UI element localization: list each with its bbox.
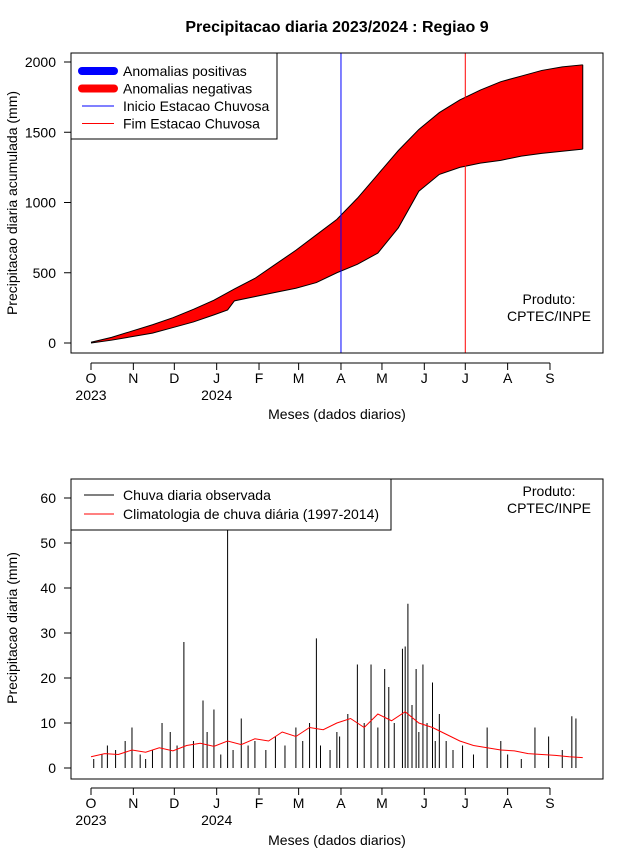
x-tick-label: F <box>255 795 264 811</box>
y-tick-label: 1500 <box>25 124 56 140</box>
cumulative-legend: Anomalias positivas Anomalias negativasIn… <box>70 52 278 140</box>
daily-y-axis: 0 10 20 30 40 50 60 <box>40 490 72 776</box>
y-tick-label: 60 <box>40 490 56 506</box>
x-tick-label: J <box>421 370 428 386</box>
climatology-daily-line <box>90 711 583 759</box>
year-label: 2023 <box>75 387 106 403</box>
daily-plot-area <box>90 529 583 768</box>
x-tick-label: M <box>376 370 388 386</box>
cumulative-y-axis: 0 500 1000 1500 2000 <box>25 54 72 351</box>
cumulative-x-axis-label: Meses (dados diarios) <box>268 406 406 422</box>
cumulative-plot-area <box>90 53 584 353</box>
y-tick-label: 30 <box>40 625 56 641</box>
x-tick-label: J <box>213 370 220 386</box>
climatology-cumulative-line <box>90 64 583 343</box>
legend-box <box>70 478 392 531</box>
cumulative-x-axis: O N D J F M A M J J A S 2023 2024 <box>75 362 555 403</box>
x-tick-label: D <box>169 370 179 386</box>
x-tick-label: J <box>421 795 428 811</box>
x-tick-label: A <box>336 795 346 811</box>
chart-title: Precipitacao diaria 2023/2024 : Regiao 9 <box>185 19 488 36</box>
year-label: 2024 <box>201 812 232 828</box>
x-tick-label: M <box>293 795 305 811</box>
legend-label: Anomalias negativas <box>123 81 252 97</box>
y-tick-label: 50 <box>40 535 56 551</box>
x-tick-label: N <box>128 370 138 386</box>
year-label: 2024 <box>201 387 232 403</box>
product-label-line2: CPTEC/INPE <box>507 500 591 516</box>
daily-chart: 0 10 20 30 40 50 60 O N D J F M A M J J A S 2023 2024 Preci… <box>4 478 604 848</box>
x-tick-label: F <box>255 370 264 386</box>
y-tick-label: 1000 <box>25 195 56 211</box>
y-tick-label: 500 <box>33 265 57 281</box>
legend-label: Climatologia de chuva diária (1997-2014) <box>123 506 379 522</box>
daily-legend: Chuva diaria observada Climatologia de ch… <box>70 478 392 531</box>
y-tick-label: 20 <box>40 670 56 686</box>
x-tick-label: O <box>86 795 97 811</box>
x-tick-label: A <box>336 370 346 386</box>
product-label-line2: CPTEC/INPE <box>507 308 591 324</box>
legend-label: Fim Estacao Chuvosa <box>123 116 260 132</box>
x-tick-label: A <box>503 370 513 386</box>
y-tick-label: 2000 <box>25 54 56 70</box>
negative-anomaly-area <box>91 64 583 343</box>
legend-label: Chuva diaria observada <box>123 487 271 503</box>
product-label-line1: Produto: <box>523 483 576 499</box>
daily-x-axis: O N D J F M A M J J A S 2023 2024 <box>75 787 555 828</box>
y-tick-label: 0 <box>48 760 56 776</box>
x-tick-label: J <box>213 795 220 811</box>
x-tick-label: O <box>86 370 97 386</box>
x-tick-label: N <box>128 795 138 811</box>
x-tick-label: S <box>545 370 554 386</box>
y-tick-label: 40 <box>40 580 56 596</box>
x-tick-label: S <box>545 795 554 811</box>
product-label-line1: Produto: <box>523 291 576 307</box>
observed-cumulative-line <box>90 148 583 344</box>
x-tick-label: M <box>293 370 305 386</box>
legend-label: Anomalias positivas <box>123 63 247 79</box>
x-tick-label: J <box>462 370 469 386</box>
y-tick-label: 10 <box>40 715 56 731</box>
x-tick-label: A <box>503 795 513 811</box>
daily-x-axis-label: Meses (dados diarios) <box>268 832 406 848</box>
legend-label: Inicio Estacao Chuvosa <box>123 98 270 114</box>
cumulative-y-axis-label: Precipitacao diaria acumulada (mm) <box>4 91 20 315</box>
x-tick-label: J <box>462 795 469 811</box>
cumulative-chart: Precipitacao diaria 2023/2024 : Regiao 9… <box>4 19 604 422</box>
daily-y-axis-label: Precipitacao diaria (mm) <box>4 552 20 704</box>
year-label: 2023 <box>75 812 106 828</box>
x-tick-label: D <box>169 795 179 811</box>
x-tick-label: M <box>376 795 388 811</box>
y-tick-label: 0 <box>48 335 56 351</box>
